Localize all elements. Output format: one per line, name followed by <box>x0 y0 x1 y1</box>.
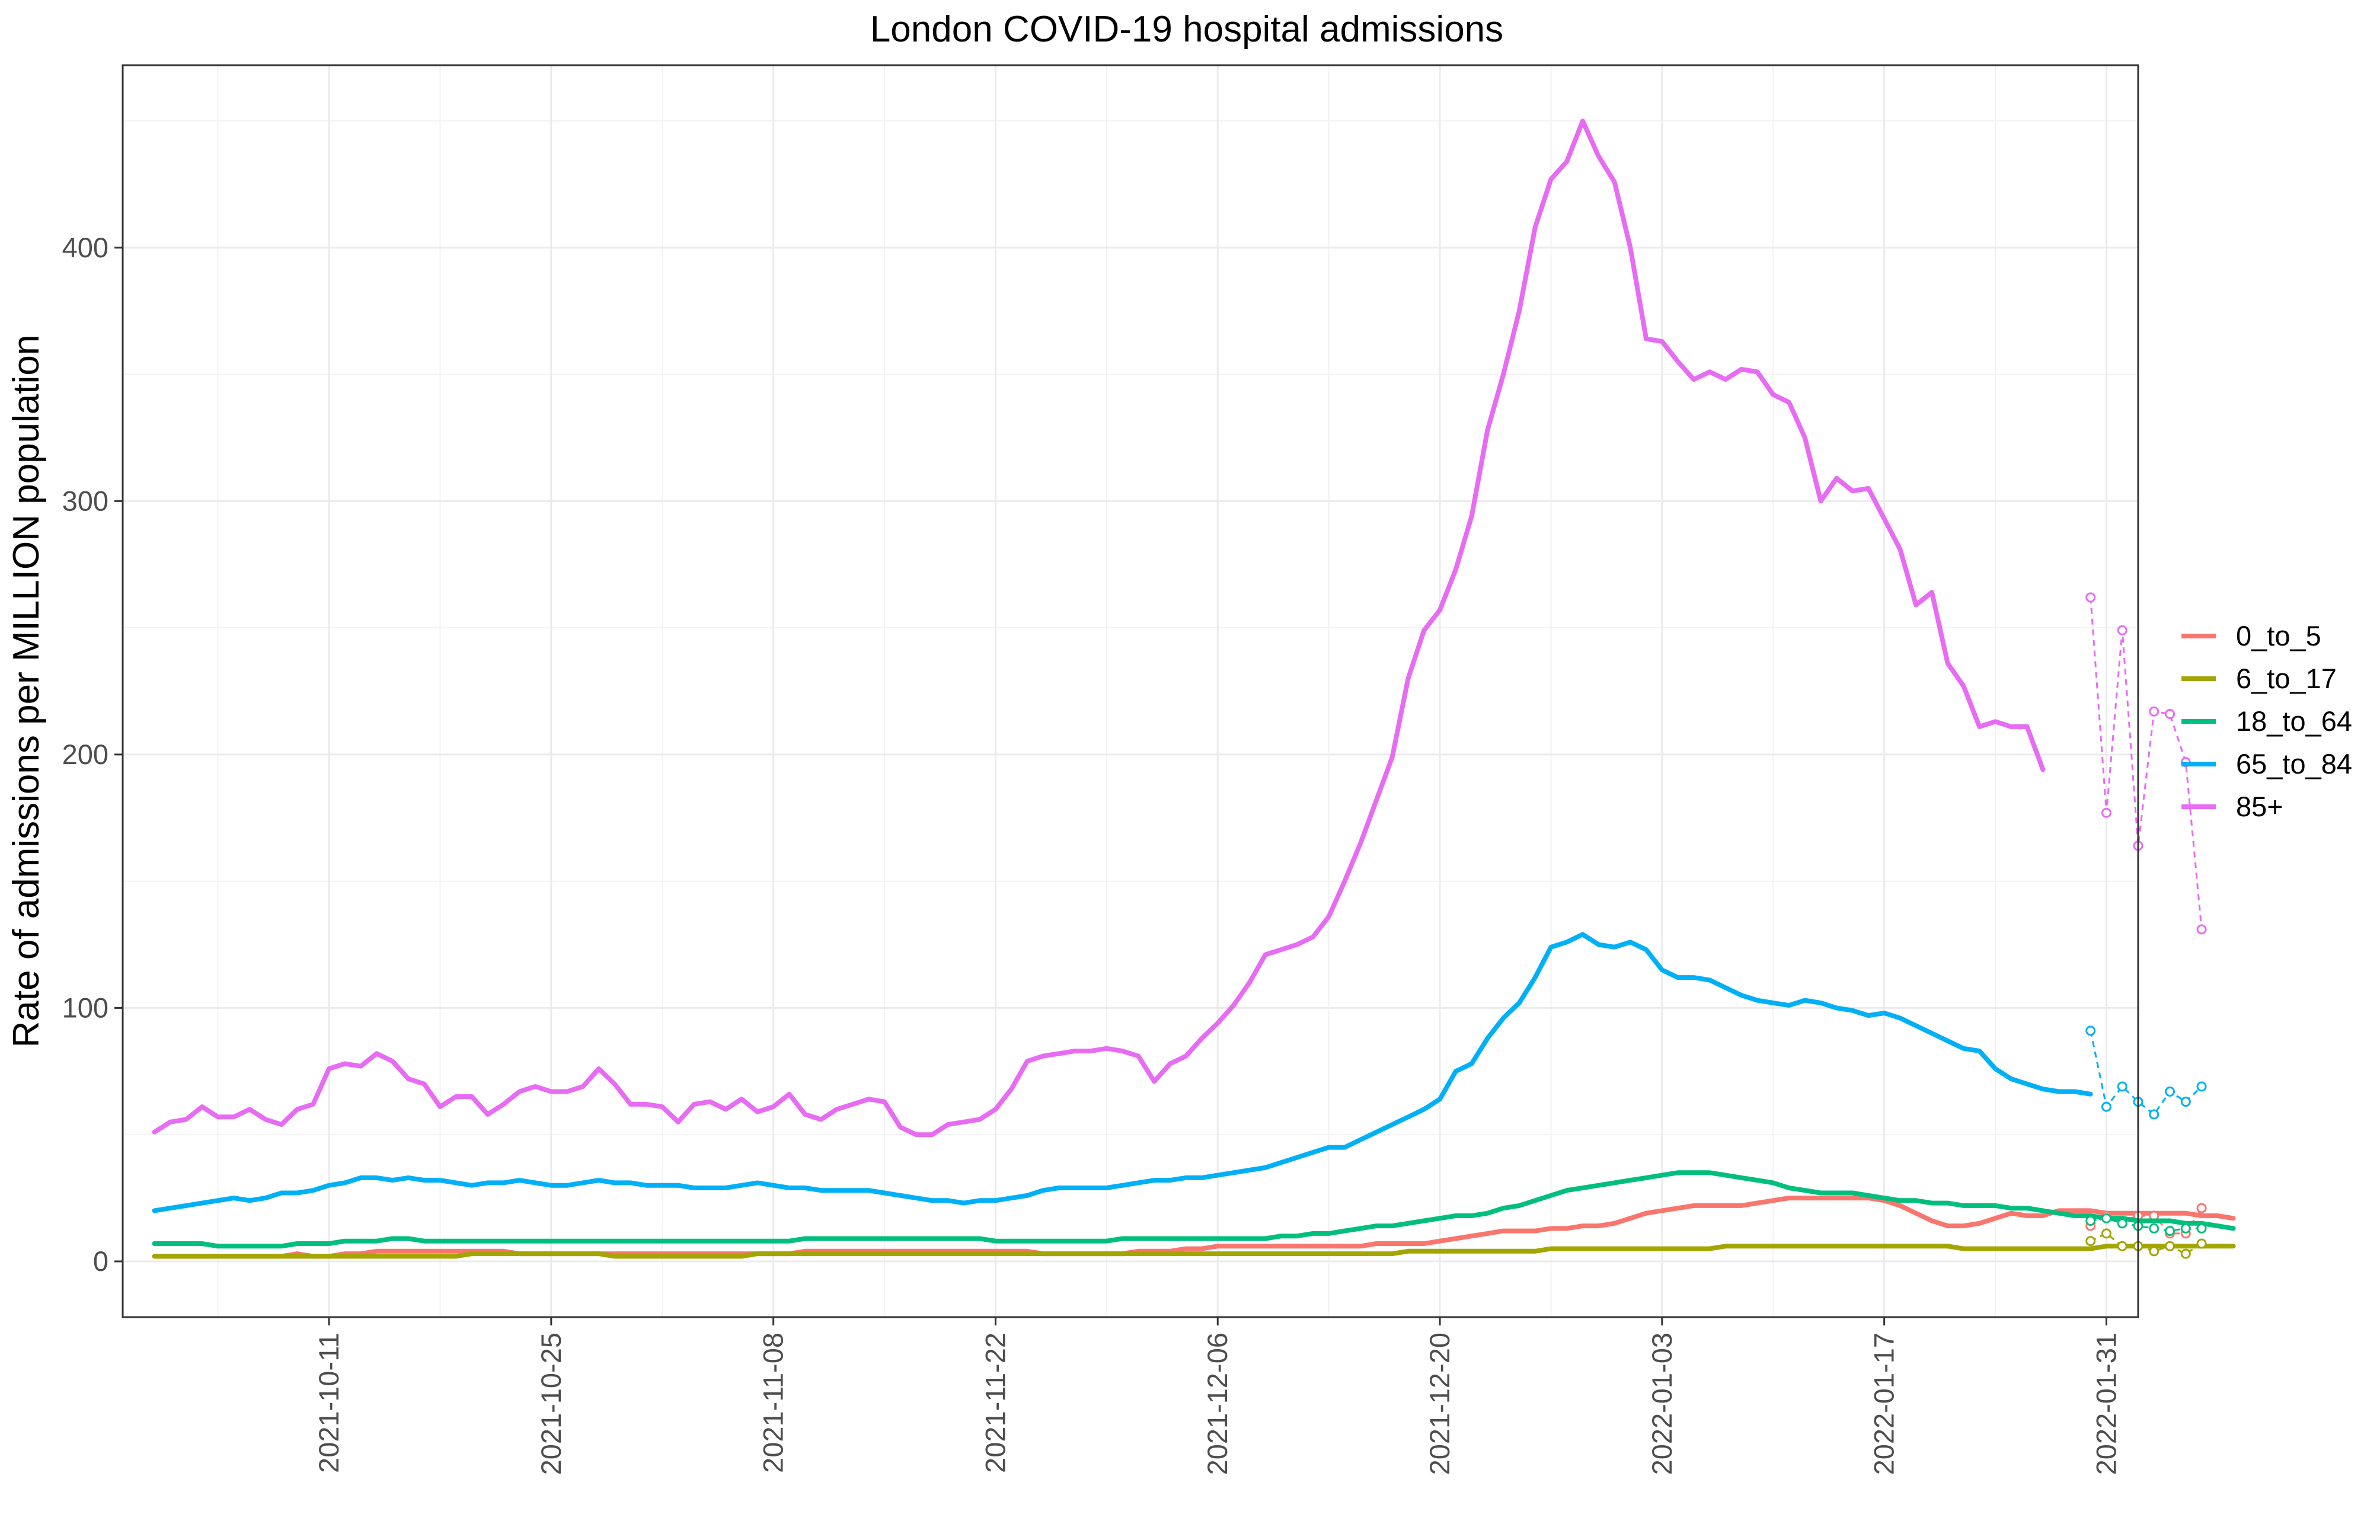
provisional-point-6_to_17 <box>2085 1236 2096 1247</box>
legend: 0_to_5 6_to_17 18_to_64 65_to_84 85+ <box>2181 620 2352 822</box>
provisional-point-18_to_64 <box>2117 1218 2127 1229</box>
x-tick-label: 2021-11-08 <box>758 1333 789 1473</box>
minor-gridlines <box>123 65 2138 1317</box>
y-tick-label: 400 <box>62 232 108 263</box>
provisional-point-65_to_84 <box>2117 1081 2127 1092</box>
series-85+ <box>152 119 2207 1138</box>
x-tick-label: 2022-01-31 <box>2090 1333 2122 1475</box>
series-line-65_to_84 <box>152 932 2093 1213</box>
provisional-point-85+ <box>2101 807 2111 818</box>
provisional-point-6_to_17 <box>2149 1246 2159 1257</box>
y-tick-label: 300 <box>62 485 108 516</box>
provisional-point-18_to_64 <box>2180 1223 2191 1234</box>
legend-label-6_to_17: 6_to_17 <box>2236 663 2337 694</box>
x-tick-label: 2021-10-11 <box>313 1333 344 1473</box>
provisional-point-0_to_5 <box>2196 1203 2207 1213</box>
chart-title: London COVID-19 hospital admissions <box>870 9 1503 50</box>
legend-item-85+: 85+ <box>2181 791 2283 822</box>
x-axis: 2021-10-11 2021-10-25 2021-11-08 2021-11-22… <box>313 1317 2122 1475</box>
provisional-point-85+ <box>2149 706 2159 717</box>
provisional-point-85+ <box>2085 592 2096 603</box>
provisional-point-6_to_17 <box>2117 1241 2127 1251</box>
provisional-point-18_to_64 <box>2196 1223 2207 1234</box>
x-tick-label: 2021-11-22 <box>979 1333 1011 1473</box>
plot-panel-background <box>123 65 2138 1317</box>
x-tick-label: 2022-01-03 <box>1646 1333 1678 1475</box>
legend-label-18_to_64: 18_to_64 <box>2236 705 2352 737</box>
provisional-point-18_to_64 <box>2149 1223 2159 1234</box>
provisional-point-65_to_84 <box>2196 1081 2207 1092</box>
provisional-point-85+ <box>2196 924 2207 935</box>
legend-item-6_to_17: 6_to_17 <box>2181 663 2337 694</box>
provisional-point-18_to_64 <box>2101 1213 2111 1223</box>
provisional-point-65_to_84 <box>2180 1097 2191 1107</box>
series-6_to_17 <box>152 1228 2236 1259</box>
x-tick-label: 2021-12-20 <box>1424 1333 1455 1475</box>
provisional-point-85+ <box>2165 708 2175 719</box>
provisional-point-18_to_64 <box>2165 1226 2175 1237</box>
major-gridlines <box>123 65 2138 1317</box>
series-line-85+ <box>152 119 2046 1138</box>
legend-label-65_to_84: 65_to_84 <box>2236 748 2352 779</box>
provisional-point-85+ <box>2117 625 2127 635</box>
legend-label-0_to_5: 0_to_5 <box>2236 620 2321 651</box>
series-layer <box>152 119 2236 1259</box>
provisional-point-6_to_17 <box>2101 1228 2111 1239</box>
series-line-6_to_17 <box>152 1244 2236 1259</box>
x-tick-label: 2021-12-06 <box>1202 1333 1233 1475</box>
legend-item-18_to_64: 18_to_64 <box>2181 705 2352 737</box>
y-axis: 0 100 200 300 400 <box>62 232 123 1277</box>
series-line-18_to_64 <box>152 1170 2236 1249</box>
provisional-point-6_to_17 <box>2180 1248 2191 1259</box>
y-tick-label: 0 <box>93 1245 108 1277</box>
provisional-point-18_to_64 <box>2085 1216 2096 1226</box>
provisional-point-6_to_17 <box>2196 1238 2207 1249</box>
plot-panel-border <box>122 64 2139 1318</box>
provisional-point-65_to_84 <box>2085 1025 2096 1036</box>
provisional-line-18_to_64 <box>2090 1217 2202 1232</box>
y-tick-label: 200 <box>62 739 108 770</box>
legend-label-85+: 85+ <box>2236 791 2283 822</box>
provisional-point-65_to_84 <box>2101 1101 2111 1112</box>
y-tick-label: 100 <box>62 992 108 1023</box>
x-tick-label: 2021-10-25 <box>535 1333 567 1475</box>
series-line-0_to_5 <box>152 1196 2236 1259</box>
provisional-point-65_to_84 <box>2165 1086 2175 1097</box>
legend-item-0_to_5: 0_to_5 <box>2181 620 2321 651</box>
legend-item-65_to_84: 65_to_84 <box>2181 748 2352 779</box>
x-tick-label: 2022-01-17 <box>1868 1333 1900 1475</box>
provisional-point-65_to_84 <box>2149 1109 2159 1120</box>
provisional-point-6_to_17 <box>2165 1241 2175 1251</box>
y-axis-title: Rate of admissions per MILLION populatio… <box>6 335 47 1048</box>
provisional-line-85+ <box>2090 597 2203 930</box>
